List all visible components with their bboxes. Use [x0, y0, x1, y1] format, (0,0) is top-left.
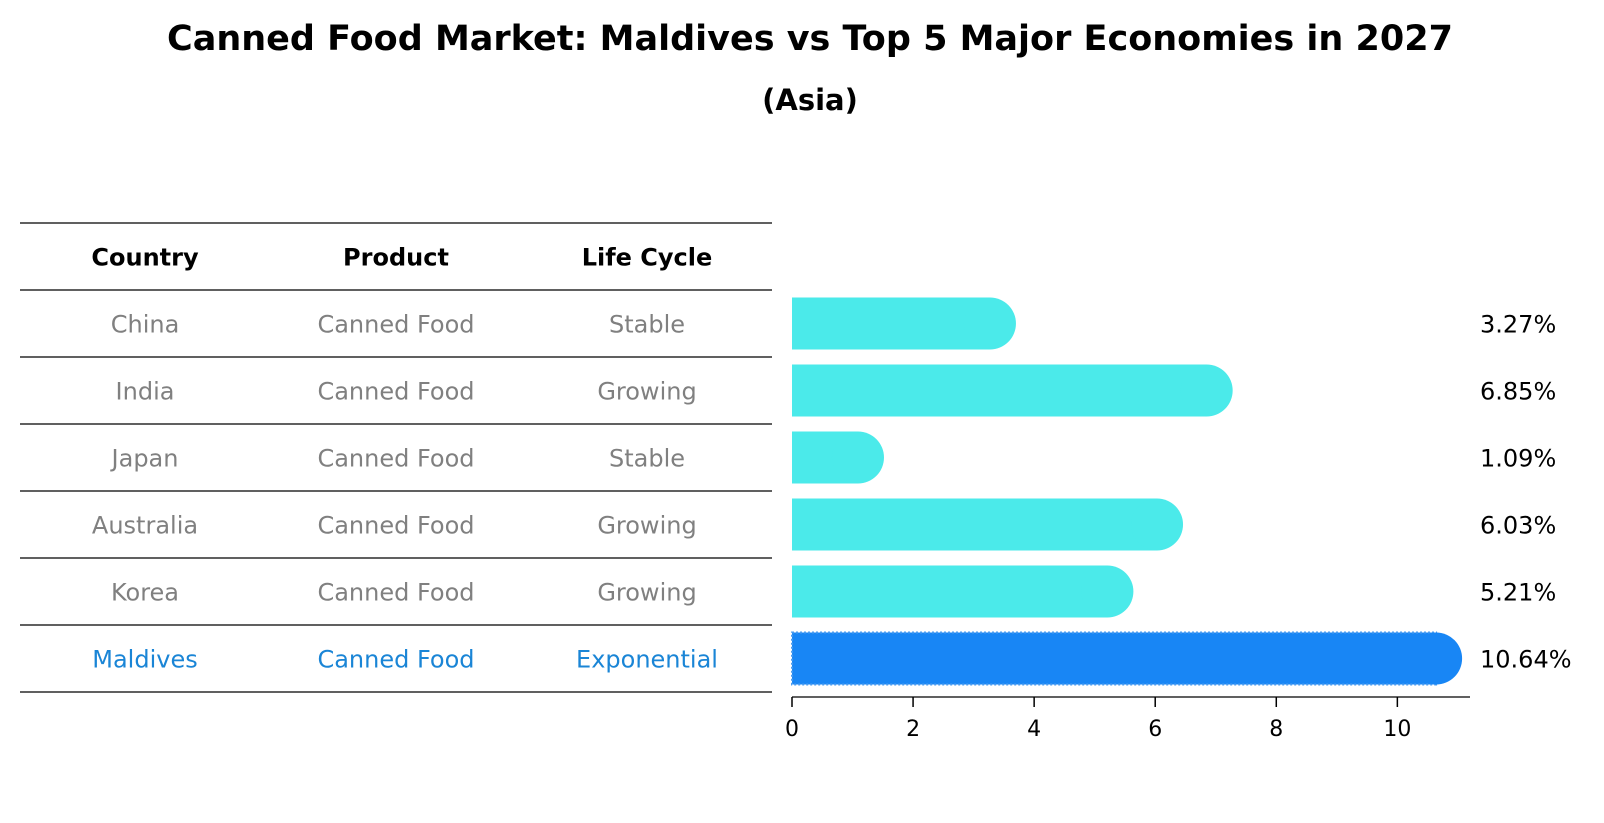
bar [792, 565, 1108, 618]
table-cell: Growing [597, 378, 696, 406]
x-tick-label: 0 [785, 717, 799, 742]
data-table: Country Product Life Cycle China Canned Foo… [20, 222, 772, 693]
table-cell: Australia [92, 512, 198, 540]
x-tick-label: 10 [1383, 717, 1411, 742]
data-label: 6.03% [1480, 512, 1556, 540]
bar [792, 297, 990, 350]
bar [792, 498, 1158, 551]
bar-cap [831, 431, 884, 484]
x-tick-label: 8 [1269, 717, 1283, 742]
bar-cap [1131, 498, 1184, 551]
x-tick-label: 4 [1027, 717, 1041, 742]
table-cell: Canned Food [317, 445, 474, 473]
table-cell: Exponential [576, 646, 718, 674]
data-labels: 3.27% 6.85% 1.09% 6.03% 5.21% 10.64% [1480, 311, 1572, 674]
data-label: 5.21% [1480, 579, 1556, 607]
table-cell: Growing [597, 512, 696, 540]
bar-series [791, 297, 1463, 686]
x-axis: 0 2 4 6 8 10 [785, 696, 1470, 742]
chart-subtitle: (Asia) [762, 83, 858, 117]
table-cell: India [116, 378, 175, 406]
bar [792, 364, 1207, 417]
bar-cap [963, 297, 1016, 350]
chart-title: Canned Food Market: Maldives vs Top 5 Ma… [167, 19, 1453, 59]
table-cell: Canned Food [317, 579, 474, 607]
table-cell: Canned Food [317, 646, 474, 674]
data-label: 3.27% [1480, 311, 1556, 339]
bar-cap-maldives [1410, 632, 1463, 685]
table-cell: Korea [111, 579, 179, 607]
table-cell: Maldives [92, 646, 197, 674]
table-header-cell: Product [343, 244, 449, 272]
table-cell: Growing [597, 579, 696, 607]
table-cell: Stable [609, 445, 685, 473]
table-header-cell: Country [91, 244, 199, 272]
table-cell: Canned Food [317, 378, 474, 406]
table-cell: Japan [110, 445, 179, 473]
data-label: 6.85% [1480, 378, 1556, 406]
table-cell: Canned Food [317, 512, 474, 540]
table-cell: Canned Food [317, 311, 474, 339]
table-cell: Stable [609, 311, 685, 339]
x-tick-label: 6 [1148, 717, 1162, 742]
data-label: 10.64% [1480, 646, 1572, 674]
bar-cap [1081, 565, 1134, 618]
x-tick-label: 2 [906, 717, 920, 742]
data-label: 1.09% [1480, 445, 1556, 473]
bar-cap [1180, 364, 1233, 417]
table-cell: China [111, 311, 180, 339]
table-header-cell: Life Cycle [582, 244, 713, 272]
bar-maldives [791, 631, 1438, 686]
